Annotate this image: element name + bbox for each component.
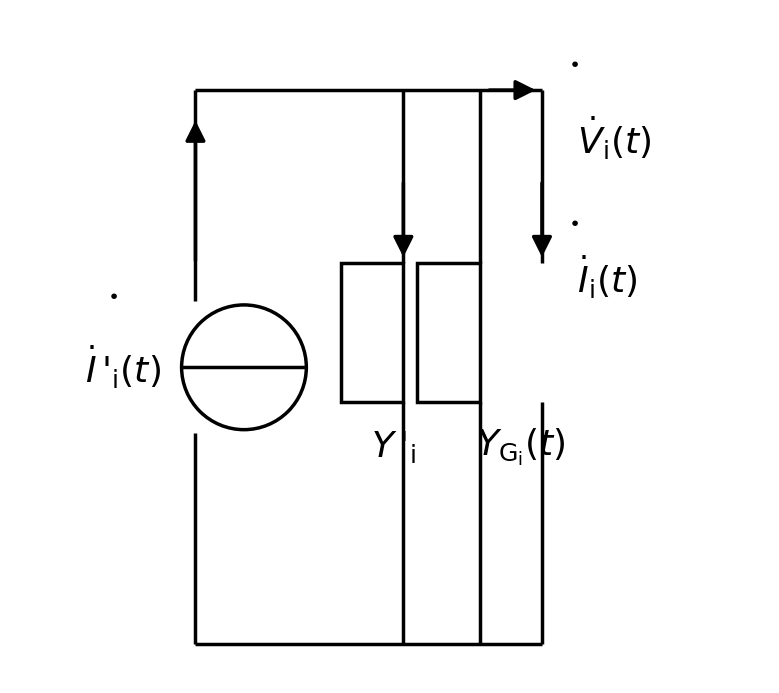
Bar xyxy=(418,263,480,402)
Bar xyxy=(341,263,404,402)
Text: $Y_{\mathrm{G}_{\mathrm{i}}}(t)$: $Y_{\mathrm{G}_{\mathrm{i}}}(t)$ xyxy=(476,426,566,468)
Text: $\dot{V}_{\mathrm{i}}(t)$: $\dot{V}_{\mathrm{i}}(t)$ xyxy=(576,115,651,162)
Text: $\bullet$: $\bullet$ xyxy=(568,53,579,72)
Text: $\bullet$: $\bullet$ xyxy=(107,285,118,304)
Text: $\dot{I}_{\mathrm{i}}(t)$: $\dot{I}_{\mathrm{i}}(t)$ xyxy=(576,254,636,301)
Text: $\dot{I}\,'_{\mathrm{i}}(t)$: $\dot{I}\,'_{\mathrm{i}}(t)$ xyxy=(85,344,160,391)
Text: $Y\,'_{\mathrm{i}}$: $Y\,'_{\mathrm{i}}$ xyxy=(371,429,415,465)
Text: $\bullet$: $\bullet$ xyxy=(568,212,579,231)
